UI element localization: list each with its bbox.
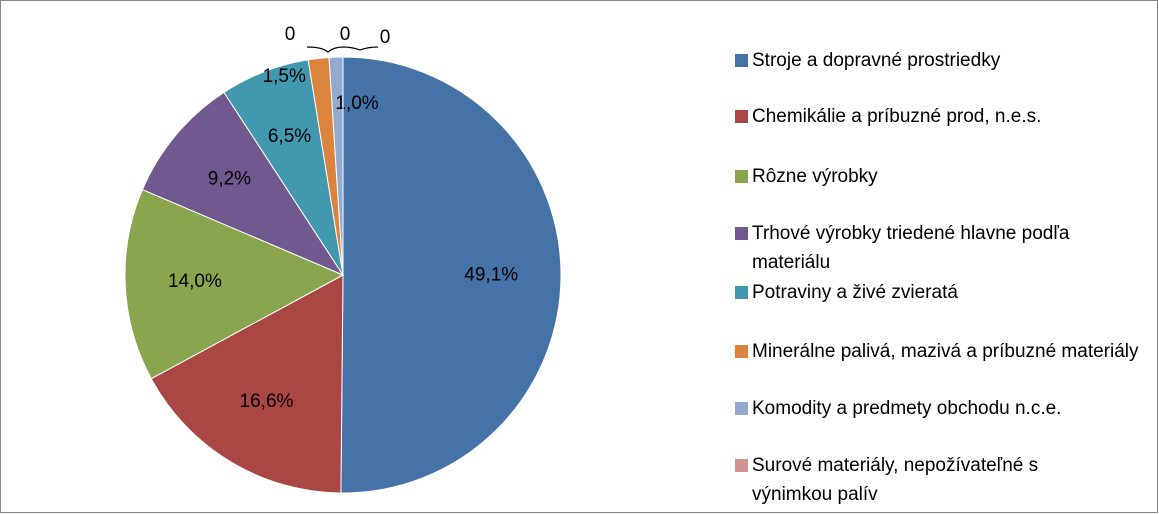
pie-slice xyxy=(150,274,344,494)
data-label: 6,5% xyxy=(268,126,311,147)
legend-label: Stroje a dopravné prostriedky xyxy=(752,50,1001,71)
pie-slice xyxy=(340,56,562,494)
legend-swatch xyxy=(735,402,748,415)
data-label: 9,2% xyxy=(208,169,251,190)
legend-label: Trhové výrobky triedené hlavne podľa mat… xyxy=(752,223,1070,273)
data-label: 49,1% xyxy=(464,265,518,286)
legend-label: Surové materiály, nepožívateľné s výnimk… xyxy=(752,455,1039,505)
legend-swatch xyxy=(735,286,748,299)
legend-swatch xyxy=(735,54,748,67)
legend-swatch xyxy=(735,227,748,240)
data-label: 1,0% xyxy=(335,93,378,114)
data-label: 1,5% xyxy=(263,66,306,87)
legend-label: Komodity a predmety obchodu n.c.e. xyxy=(752,398,1062,419)
legend-label: Minerálne palivá, mazivá a príbuzné mate… xyxy=(752,341,1139,362)
leader-line xyxy=(306,46,379,53)
legend-label: Chemikálie a príbuzné prod, n.e.s. xyxy=(752,106,1042,127)
pie-slice xyxy=(124,188,345,380)
legend-swatch xyxy=(735,459,748,472)
pie-slice xyxy=(141,91,345,277)
legend-label: Rôzne výrobky xyxy=(752,166,878,187)
legend-swatch xyxy=(735,170,748,183)
legend-swatch xyxy=(735,345,748,358)
data-label: 0 xyxy=(340,24,351,45)
legend-swatch xyxy=(735,110,748,123)
data-label: 0 xyxy=(285,24,296,45)
data-label: 16,6% xyxy=(240,391,294,412)
legend-label: Potraviny a živé zvieratá xyxy=(752,282,958,303)
data-label: 14,0% xyxy=(168,271,222,292)
data-label: 0 xyxy=(380,27,391,48)
